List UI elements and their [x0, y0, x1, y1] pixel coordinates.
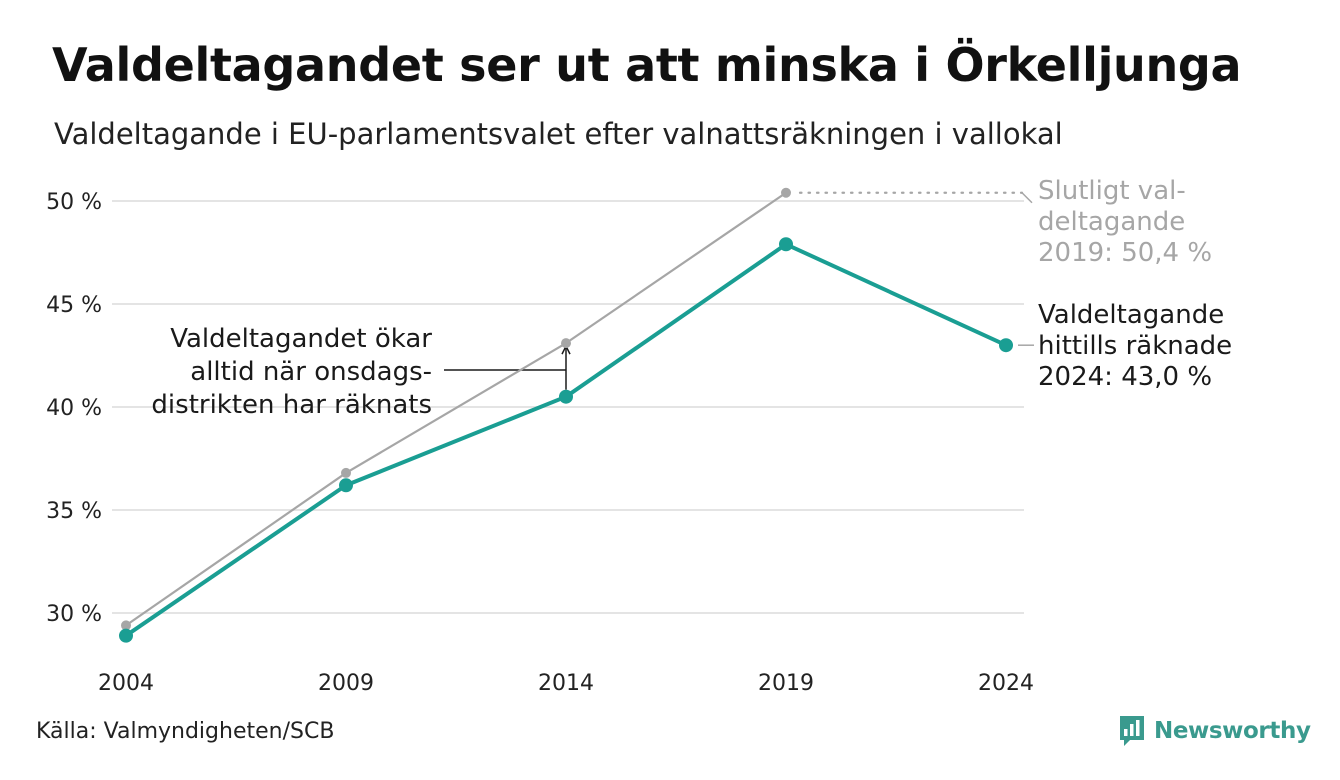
data-point — [341, 467, 351, 478]
x-tick-label: 2019 — [758, 671, 814, 696]
line-chart: 30 % 35 % 40 % 45 % 50 % 2004 2009 2014 2019 202… — [46, 176, 1232, 696]
y-tick-label: 30 % — [46, 602, 102, 627]
final-turnout-label-line: Slutligt val- — [1038, 176, 1186, 206]
x-tick-label: 2024 — [978, 671, 1034, 696]
x-tick-label: 2014 — [538, 671, 594, 696]
gridlines — [112, 200, 1024, 614]
x-tick-label: 2009 — [318, 671, 374, 696]
series-line — [124, 191, 788, 627]
data-point — [559, 389, 573, 404]
note-label: Valdeltagandet ökar alltid när onsdags-di… — [151, 324, 432, 420]
final-turnout-label: Slutligt val-deltagande 2019: 50,4 % — [1038, 176, 1212, 268]
series-2 — [119, 237, 1013, 643]
data-point — [781, 187, 791, 198]
source-note: Källa: Valmyndigheten/SCB — [36, 719, 335, 744]
y-tick-label: 50 % — [46, 190, 102, 215]
chart-subtitle: Valdeltagande i EU-parlamentsvalet efter… — [54, 117, 1063, 151]
note-label-line: alltid när onsdags- — [190, 357, 432, 387]
annotations: Slutligt val-deltagande 2019: 50,4 % Valde… — [151, 176, 1232, 420]
y-tick-label: 35 % — [46, 499, 102, 524]
data-point — [779, 237, 793, 252]
y-tick-label: 40 % — [46, 396, 102, 421]
brand-name: Newsworthy — [1154, 718, 1311, 744]
note-label-line: distrikten har räknats — [151, 390, 432, 420]
data-point — [339, 478, 353, 493]
counted-label-line: hittills räknade — [1038, 331, 1232, 361]
annotation-guides — [444, 191, 1034, 390]
series-line — [124, 242, 1008, 638]
counted-label: Valdeltagande hittills räknade 2024: 43,0 … — [1038, 300, 1232, 392]
data-point — [121, 620, 131, 631]
counted-label-line: Valdeltagande — [1038, 300, 1224, 330]
series-1 — [121, 187, 791, 631]
counted-label-line: 2024: 43,0 % — [1038, 362, 1212, 392]
newsworthy-logo-icon — [1120, 716, 1144, 746]
y-tick-label: 45 % — [46, 293, 102, 318]
brand-logo[interactable]: Newsworthy — [1118, 714, 1311, 748]
y-axis: 30 % 35 % 40 % 45 % 50 % — [46, 190, 102, 627]
x-tick-label: 2004 — [98, 671, 154, 696]
data-point — [119, 628, 133, 643]
x-axis: 2004 2009 2014 2019 2024 — [98, 671, 1034, 696]
final-turnout-leader-tick — [1021, 192, 1033, 204]
note-label-line: Valdeltagandet ökar — [170, 324, 432, 354]
chart-title: Valdeltagandet ser ut att minska i Örkel… — [52, 38, 1242, 92]
data-point — [999, 338, 1013, 353]
data-point — [561, 338, 571, 349]
final-turnout-label-line: 2019: 50,4 % — [1038, 238, 1212, 268]
final-turnout-label-line: deltagande — [1038, 207, 1185, 237]
series — [119, 187, 1013, 643]
